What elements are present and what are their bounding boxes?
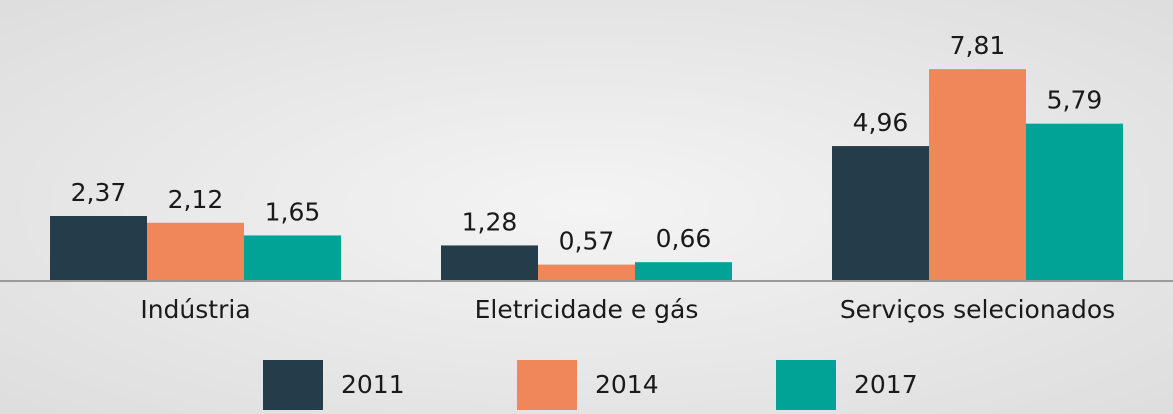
data-label: 1,65: [265, 197, 321, 226]
bar: [538, 264, 635, 280]
x-tick-label: Serviços selecionados: [840, 295, 1115, 324]
x-tick-label: Eletricidade e gás: [475, 295, 699, 324]
bar: [147, 222, 244, 280]
data-label: 1,28: [462, 207, 518, 236]
data-label: 7,81: [950, 31, 1006, 60]
bar: [50, 216, 147, 280]
data-label: 0,57: [559, 227, 615, 256]
bar: [929, 69, 1026, 280]
legend-swatch: [263, 360, 323, 410]
bar: [832, 146, 929, 280]
legend-swatch: [517, 360, 577, 410]
bar: [1026, 123, 1123, 280]
legend-swatch: [776, 360, 836, 410]
data-label: 4,96: [853, 108, 909, 137]
legend-label: 2011: [341, 370, 405, 399]
data-label: 2,12: [168, 185, 224, 214]
data-label: 2,37: [71, 178, 127, 207]
bar: [441, 245, 538, 280]
legend-label: 2017: [854, 370, 918, 399]
data-label: 0,66: [656, 224, 712, 253]
bar: [635, 262, 732, 280]
data-label: 5,79: [1047, 86, 1103, 115]
legend-label: 2014: [595, 370, 659, 399]
x-tick-label: Indústria: [140, 295, 250, 324]
bar: [244, 235, 341, 280]
